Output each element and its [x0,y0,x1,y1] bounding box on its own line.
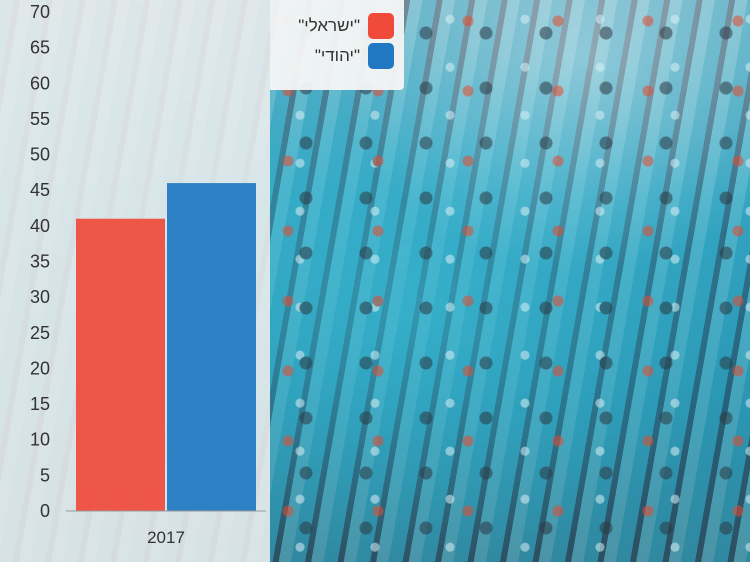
y-tick-label: 10 [30,430,50,450]
bar-chart: 0 5 10 15 20 25 30 35 40 45 50 55 60 65 70 2017 [30,2,266,547]
y-tick-label: 30 [30,287,50,307]
y-tick-label: 25 [30,323,50,343]
y-tick-label: 35 [30,252,50,272]
y-tick-label: 55 [30,109,50,129]
runners-crowd-texture [270,0,750,562]
y-tick-label: 20 [30,358,50,378]
legend-label-israeli: "ישראלי" [298,16,360,35]
bars [76,183,256,512]
bar-jewish [167,183,256,512]
legend-item-jewish: "יהודי" [284,43,394,69]
y-tick-label: 50 [30,145,50,165]
y-axis: 0 5 10 15 20 25 30 35 40 45 50 55 60 65 70 [30,2,50,521]
legend-label-jewish: "יהודי" [314,46,360,65]
bar-israeli [76,218,165,511]
y-tick-label: 5 [40,465,50,485]
legend-swatch-jewish [368,43,394,69]
legend-item-israeli: "ישראלי" [284,13,394,39]
y-tick-label: 45 [30,180,50,200]
y-tick-label: 60 [30,73,50,93]
legend-swatch-israeli [368,13,394,39]
x-tick-label: 2017 [147,528,185,547]
legend: "ישראלי" "יהודי" [270,0,404,90]
y-tick-label: 70 [30,2,50,22]
y-tick-label: 40 [30,216,50,236]
y-tick-label: 0 [40,501,50,521]
y-tick-label: 65 [30,38,50,58]
y-tick-label: 15 [30,394,50,414]
